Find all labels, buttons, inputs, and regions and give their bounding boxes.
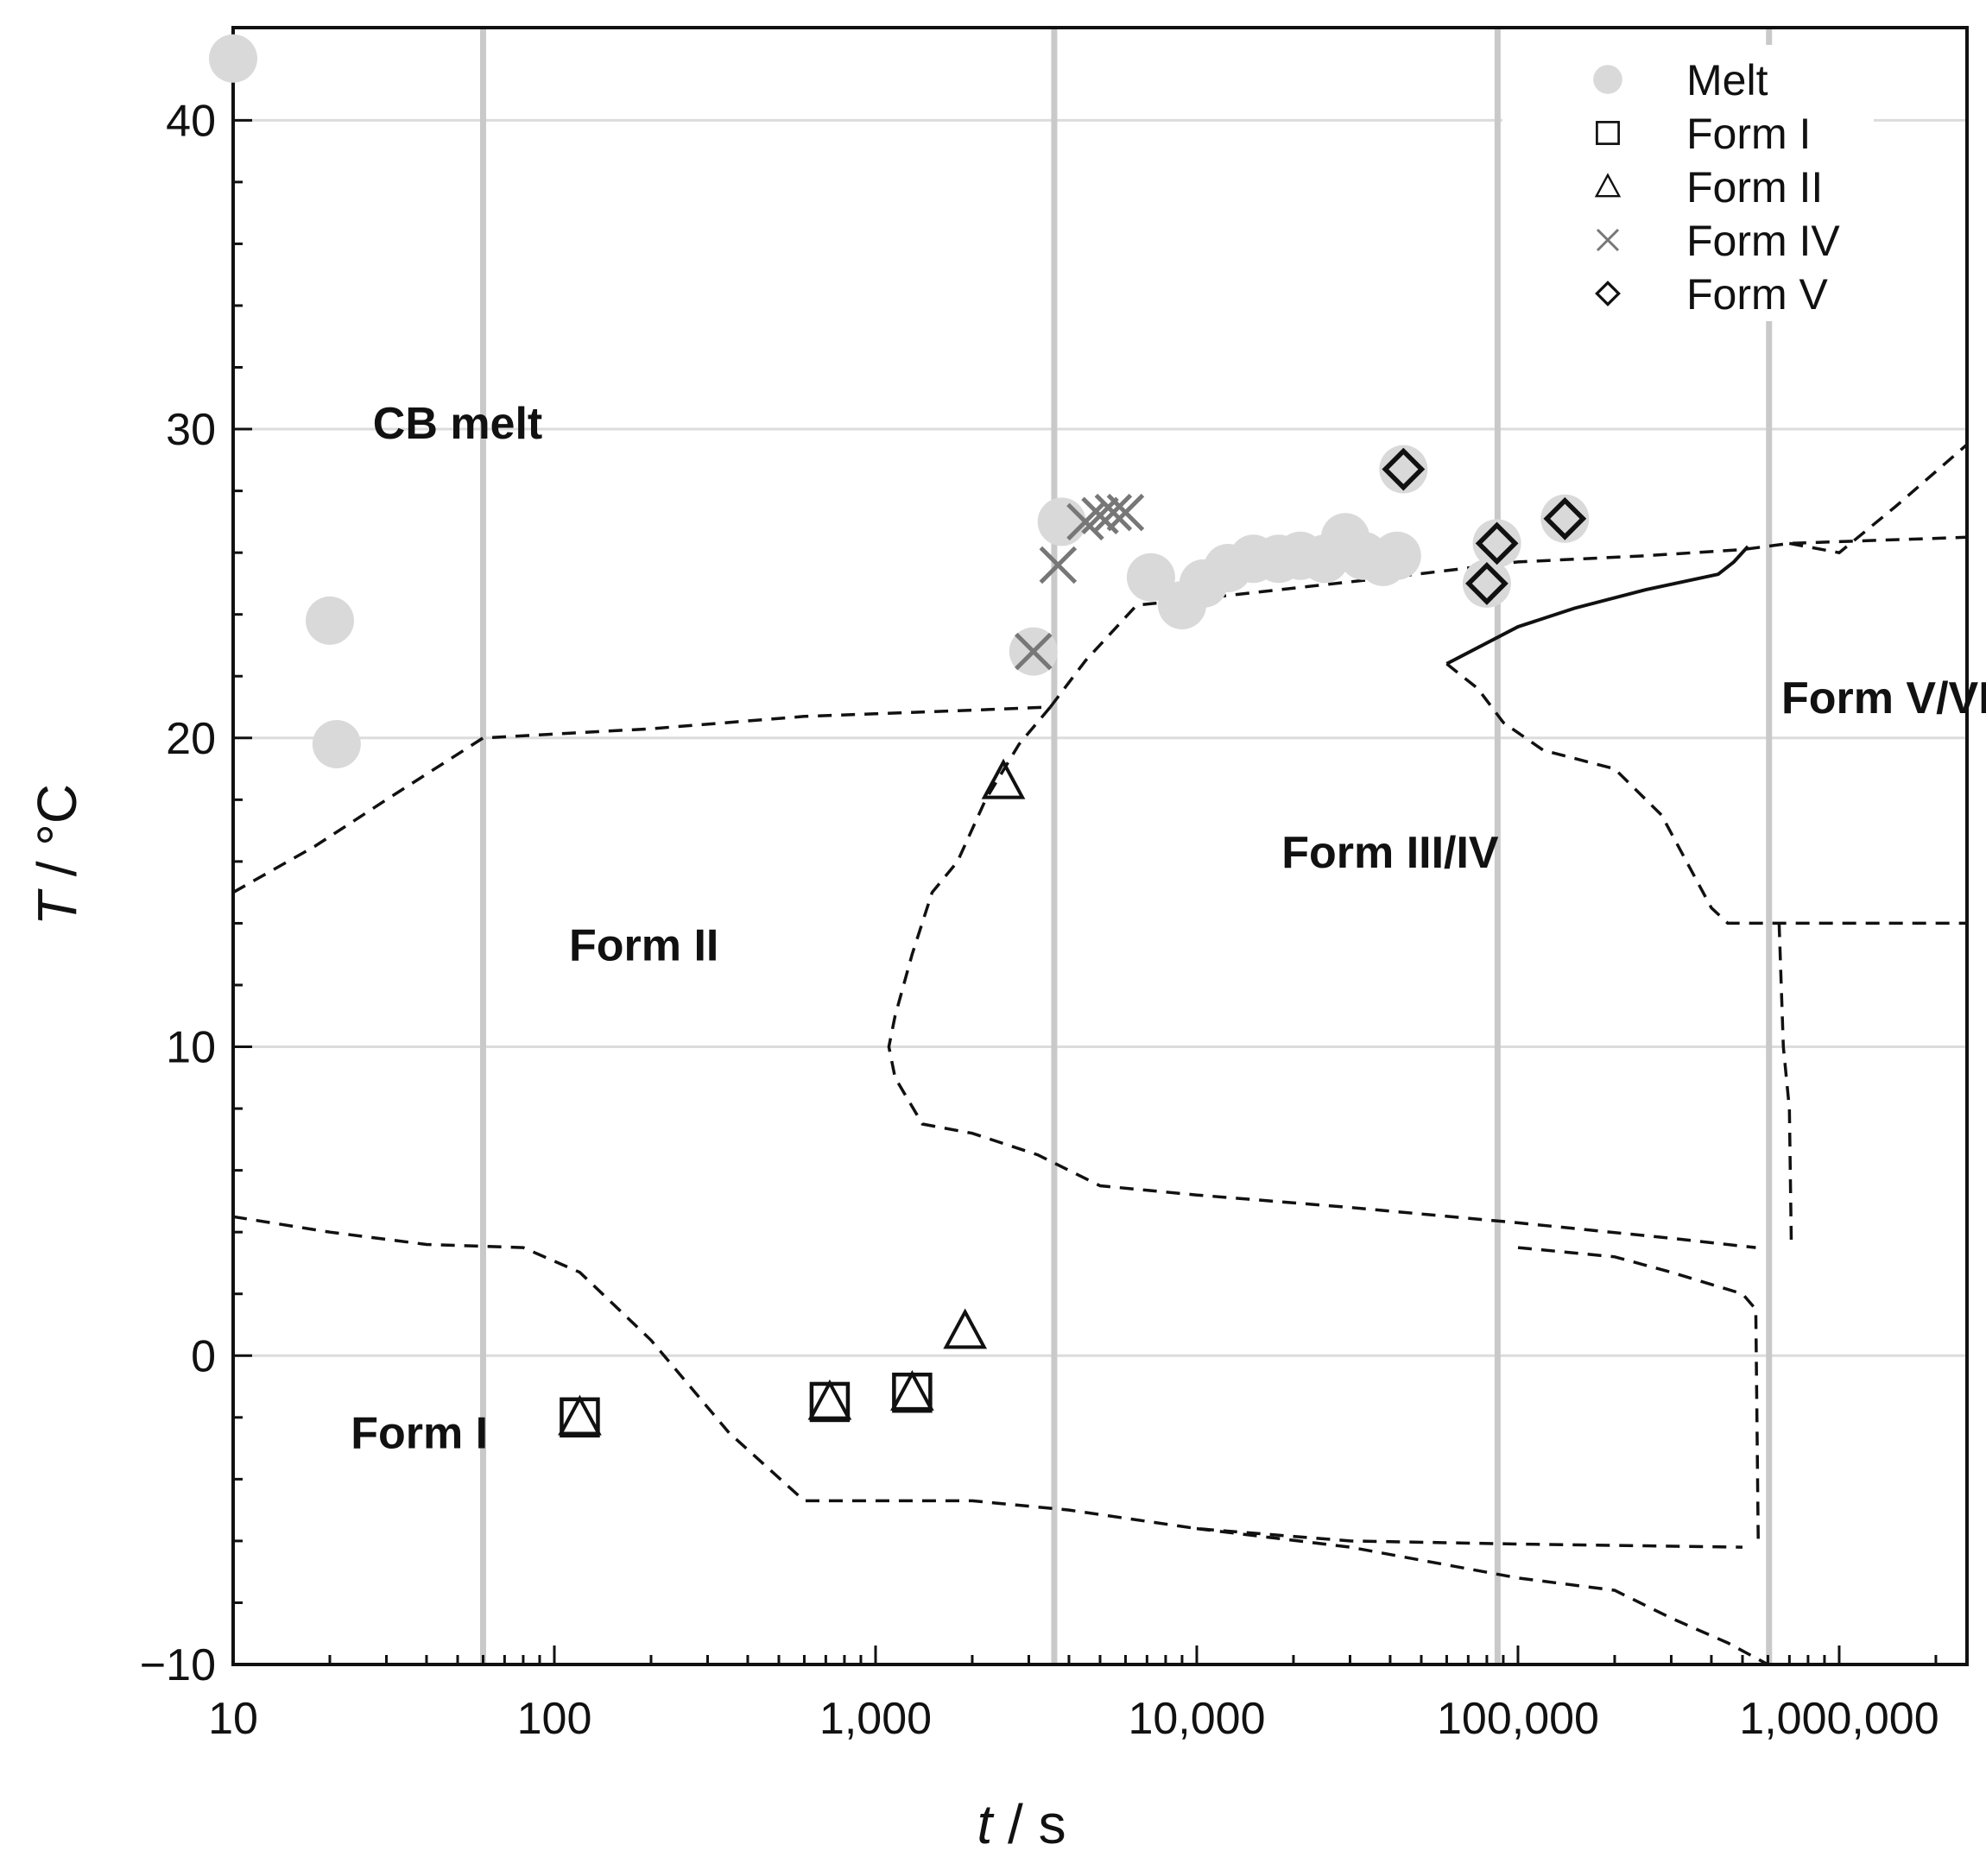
x-tick-label: 10,000 (1128, 1694, 1265, 1744)
y-tick-label: 0 (191, 1331, 216, 1381)
x-tick-label: 100,000 (1437, 1694, 1599, 1744)
legend-box (1502, 45, 1874, 321)
marker-form-ii (943, 1308, 988, 1349)
marker-melt (1462, 559, 1511, 608)
boundary-dashed (232, 705, 1051, 894)
marker-melt (1372, 531, 1421, 580)
marker-form-v (1382, 447, 1426, 491)
marker-form-iv (1015, 632, 1053, 671)
legend-label-form-iv: Form IV (1686, 217, 1840, 265)
x-tick-label: 100 (517, 1694, 592, 1744)
boundary-dashed (1049, 535, 1968, 709)
boundary-dashed (232, 1215, 1743, 1549)
x-tick-label: 10 (208, 1694, 258, 1744)
y-tick-label: 30 (166, 405, 216, 455)
legend-label-form-v: Form V (1686, 270, 1829, 319)
marker-form-ii (981, 758, 1026, 799)
y-axis-title: T / °C (26, 784, 88, 925)
x-tick-label: 1,000 (819, 1694, 932, 1744)
legend-label-form-i: Form I (1686, 110, 1811, 158)
region-labels: CB melt Form II Form III/IV Form V/VI Form I (351, 399, 1986, 1459)
marker-melt (1126, 553, 1175, 602)
boundary-dashed (1196, 1526, 1769, 1666)
legend-label-melt: Melt (1686, 56, 1768, 104)
phase-boundaries (232, 443, 1969, 1666)
marker-form-iv (1039, 546, 1078, 584)
x-tick-label: 1,000,000 (1739, 1694, 1939, 1744)
boundary-dashed (1788, 443, 1969, 555)
legend-symbol-form-v (1595, 281, 1621, 306)
marker-melt (1379, 445, 1428, 494)
region-label: Form II (569, 920, 718, 970)
region-label: CB melt (373, 399, 542, 449)
marker-form-v (1475, 521, 1519, 565)
boundary-dashed (1517, 1246, 1761, 1548)
region-label: Form I (351, 1409, 488, 1459)
marker-form-ii (558, 1394, 602, 1436)
marker-form-v (1543, 496, 1587, 540)
data-markers (209, 34, 1590, 1438)
marker-melt (312, 719, 361, 768)
marker-melt (1540, 494, 1590, 543)
legend-symbol-melt (1593, 65, 1622, 94)
marker-melt (209, 34, 257, 83)
legend-symbol-form-i (1596, 121, 1620, 145)
region-label: Form V/VI (1781, 673, 1986, 723)
marker-melt (1472, 519, 1521, 568)
y-tick-label: −10 (140, 1640, 216, 1690)
axis-ticks: 10 100 1,000 10,000 100,000 1,000,000 −10 0 10 20… (140, 57, 1939, 1744)
legend-symbol-form-iv (1596, 228, 1620, 252)
legend-symbol-form-ii (1594, 173, 1622, 198)
y-tick-label: 10 (166, 1023, 216, 1073)
marker-form-iv (1094, 493, 1133, 532)
x-axis-title: t / s (977, 1793, 1066, 1855)
marker-form-ii (807, 1379, 852, 1420)
y-tick-label: 40 (166, 96, 216, 146)
region-label: Form III/IV (1281, 828, 1499, 878)
boundary-dashed (887, 705, 1756, 1249)
boundary-solid (1445, 545, 1749, 666)
marker-form-v (1465, 562, 1508, 605)
legend-label-form-ii: Form II (1686, 163, 1823, 212)
y-tick-label: 20 (166, 714, 216, 764)
legend: Melt Form I Form II Form IV Form V (1502, 45, 1874, 321)
marker-melt (305, 596, 354, 645)
marker-form-iv (1106, 493, 1145, 532)
boundary-dashed (1445, 662, 1967, 925)
marker-melt (1037, 497, 1086, 546)
marker-form-ii (890, 1369, 934, 1411)
